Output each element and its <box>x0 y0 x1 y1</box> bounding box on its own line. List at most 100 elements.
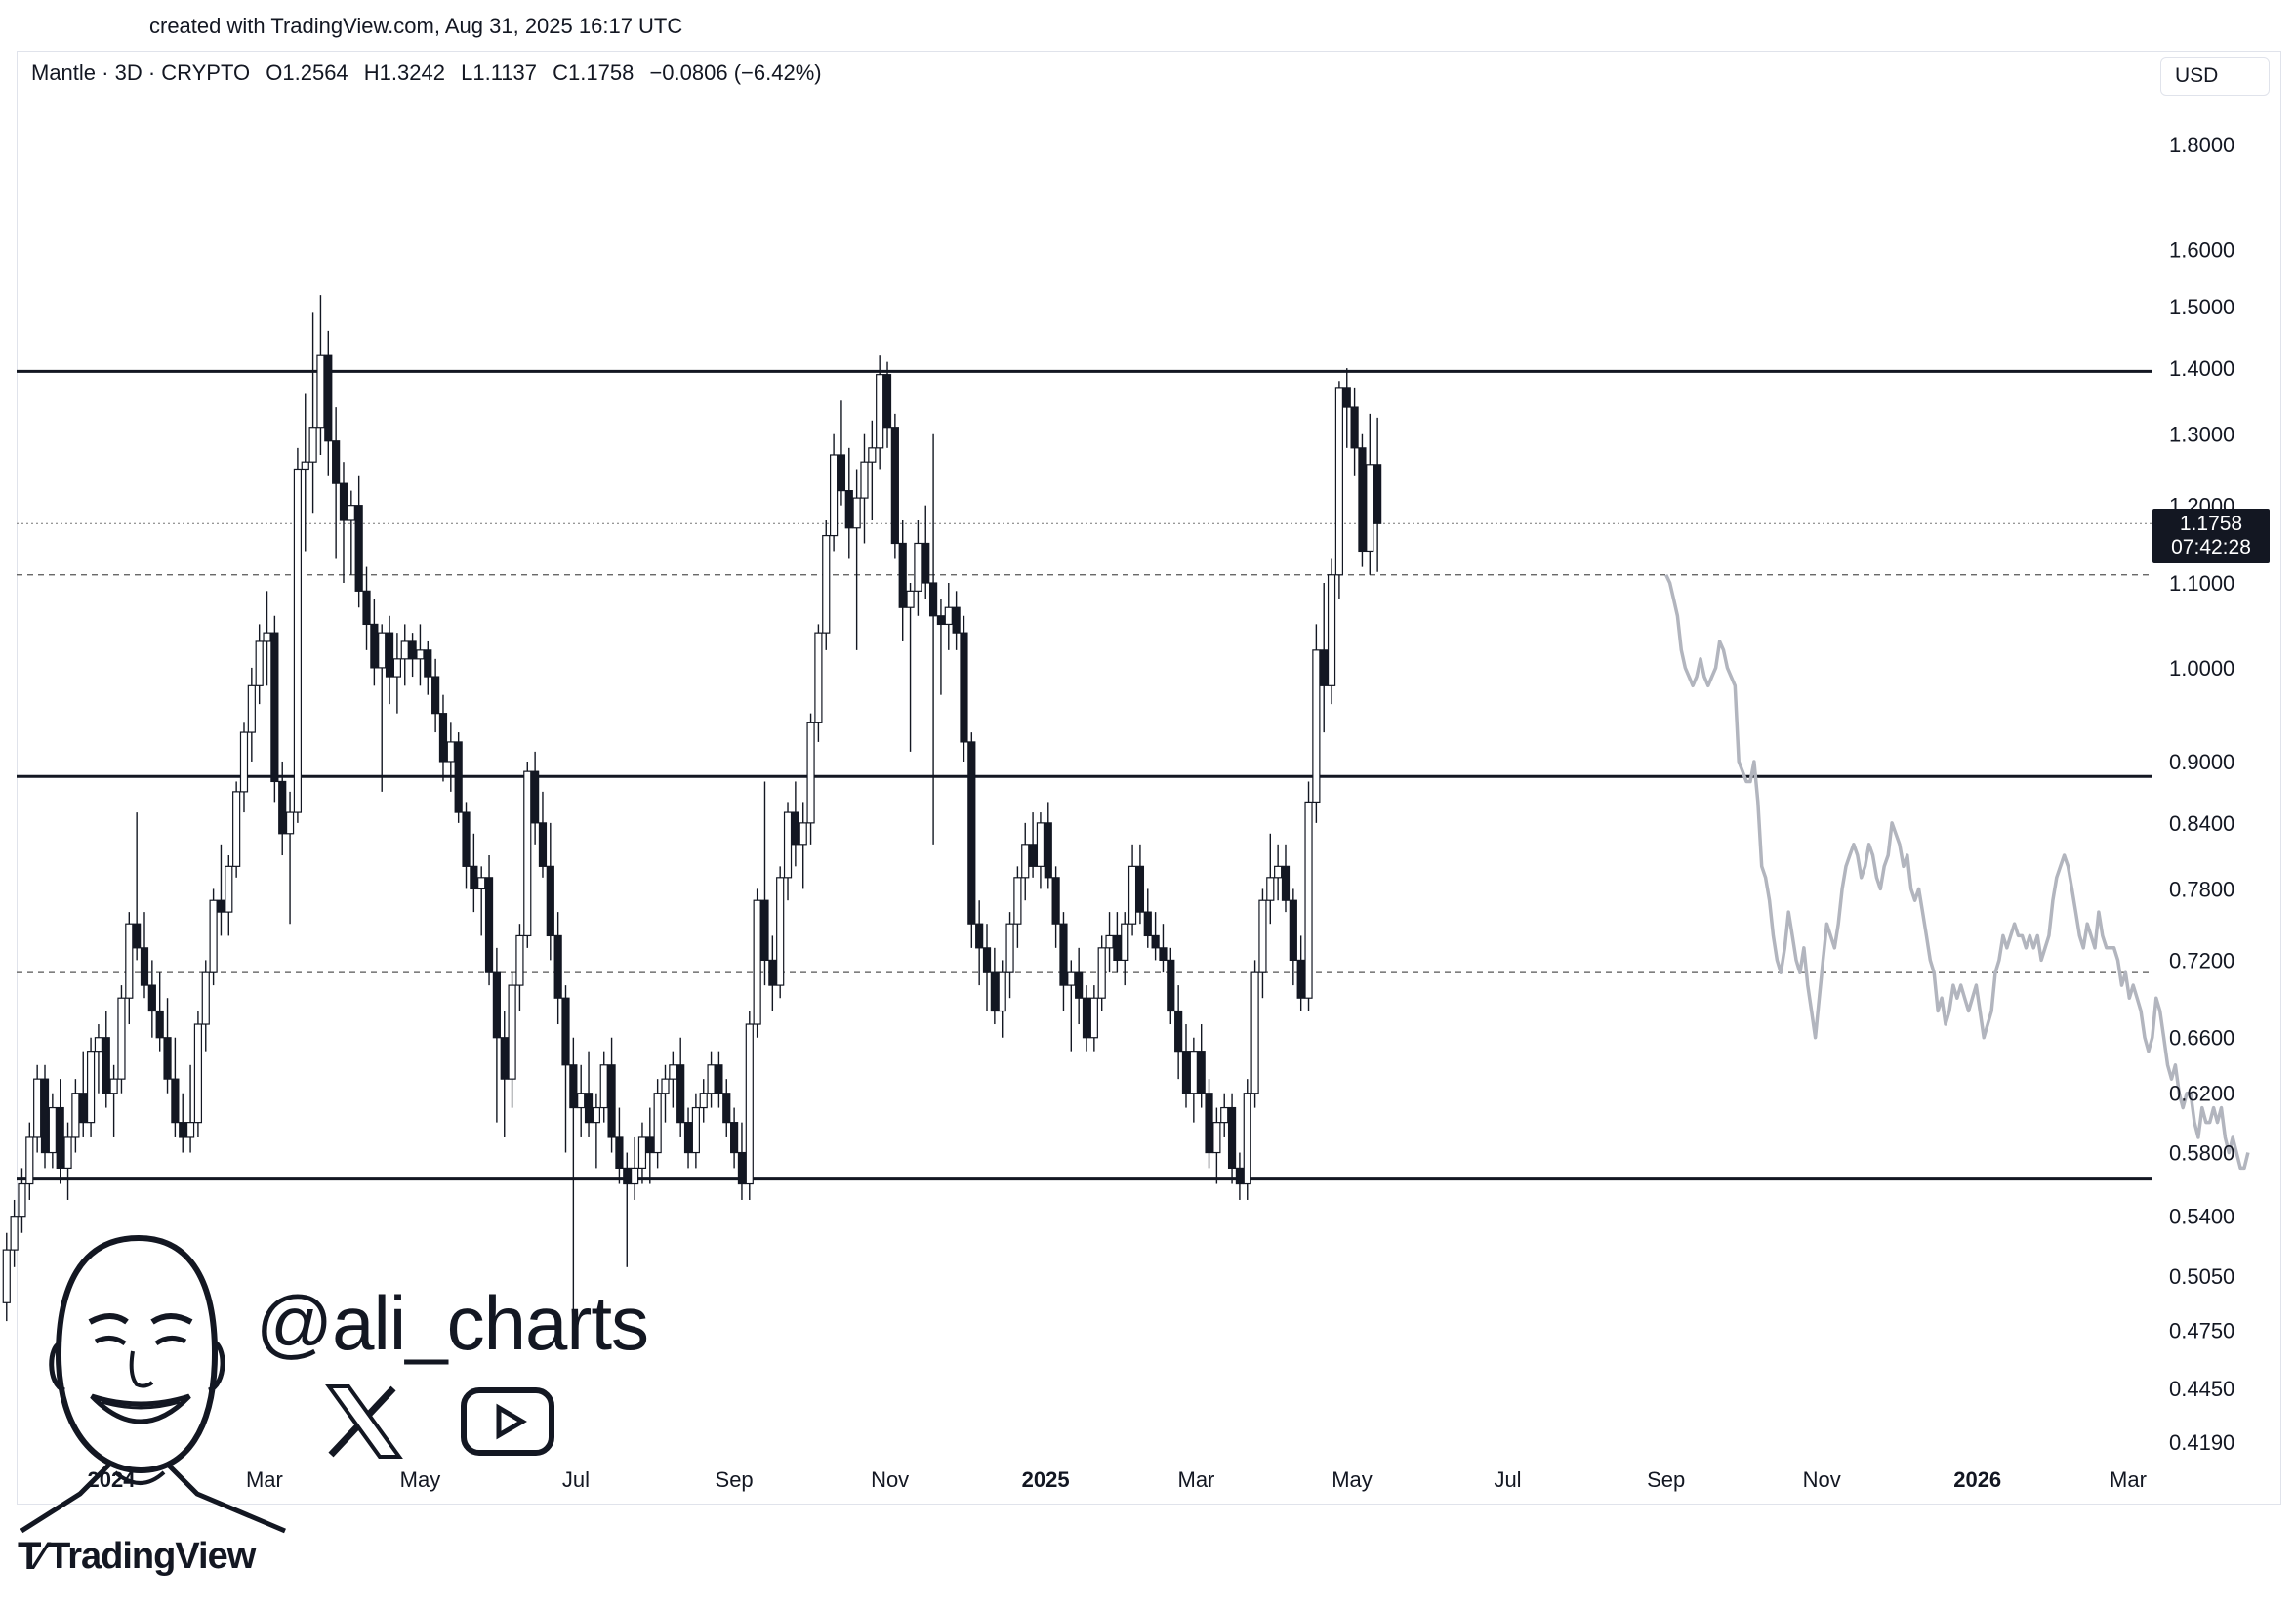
candle[interactable] <box>554 912 562 1025</box>
candle[interactable] <box>523 761 532 948</box>
candle[interactable] <box>776 866 785 999</box>
candle[interactable] <box>768 935 777 1011</box>
candle[interactable] <box>890 413 899 559</box>
candle[interactable] <box>1067 960 1076 1052</box>
candle[interactable] <box>868 420 877 520</box>
candle[interactable] <box>147 960 156 1038</box>
candle[interactable] <box>928 433 938 845</box>
candle[interactable] <box>1227 1093 1237 1184</box>
candle[interactable] <box>637 1122 647 1184</box>
candle[interactable] <box>1167 947 1175 1025</box>
candle[interactable] <box>484 855 494 986</box>
candle[interactable] <box>400 624 409 686</box>
candle[interactable] <box>844 447 853 559</box>
candle[interactable] <box>1197 1024 1206 1108</box>
candle[interactable] <box>378 624 387 792</box>
candle[interactable] <box>201 960 210 1052</box>
candle[interactable] <box>1113 912 1122 973</box>
candle[interactable] <box>1181 1024 1191 1108</box>
candle[interactable] <box>806 713 815 845</box>
candle[interactable] <box>193 1011 203 1137</box>
candle[interactable] <box>760 781 769 986</box>
candle[interactable] <box>730 1107 739 1169</box>
candle[interactable] <box>10 1199 19 1267</box>
candle[interactable] <box>1036 812 1046 889</box>
candle[interactable] <box>569 1037 578 1322</box>
candle[interactable] <box>301 393 309 552</box>
candle[interactable] <box>1289 888 1297 986</box>
candle[interactable] <box>1266 833 1275 925</box>
candle[interactable] <box>1334 381 1344 599</box>
candle[interactable] <box>209 888 218 986</box>
candle[interactable] <box>79 1051 88 1137</box>
candle[interactable] <box>56 1079 64 1184</box>
candle[interactable] <box>944 583 953 650</box>
candle[interactable] <box>669 1051 677 1108</box>
candle[interactable] <box>1121 912 1129 986</box>
candle[interactable] <box>822 519 831 650</box>
candle[interactable] <box>1366 413 1374 575</box>
candle[interactable] <box>814 624 823 742</box>
candle[interactable] <box>454 732 463 823</box>
candle[interactable] <box>470 833 478 913</box>
candle[interactable] <box>691 1093 700 1169</box>
candle[interactable] <box>293 447 303 823</box>
candle[interactable] <box>431 658 440 733</box>
candle[interactable] <box>217 844 226 936</box>
candle[interactable] <box>324 330 333 476</box>
candle[interactable] <box>1143 888 1152 948</box>
candle[interactable] <box>308 312 317 514</box>
candle[interactable] <box>133 812 142 961</box>
candle[interactable] <box>86 1037 96 1137</box>
candle[interactable] <box>722 1079 731 1137</box>
candle[interactable] <box>1220 1093 1229 1137</box>
candle[interactable] <box>1021 822 1030 901</box>
youtube-icon[interactable] <box>461 1387 554 1456</box>
candle[interactable] <box>1005 912 1014 999</box>
candle[interactable] <box>967 732 976 948</box>
candle[interactable] <box>477 866 486 936</box>
candle[interactable] <box>615 1107 624 1184</box>
candle[interactable] <box>607 1037 616 1153</box>
candle[interactable] <box>623 1152 632 1267</box>
candle[interactable] <box>446 722 455 792</box>
candle[interactable] <box>936 599 946 695</box>
candle[interactable] <box>584 1051 594 1137</box>
candle[interactable] <box>791 781 800 867</box>
candle[interactable] <box>370 599 379 686</box>
candle[interactable] <box>1128 844 1137 936</box>
candle[interactable] <box>1189 1037 1198 1123</box>
candle[interactable] <box>753 888 761 1038</box>
candle[interactable] <box>33 1064 42 1153</box>
candle[interactable] <box>645 1107 654 1184</box>
candle[interactable] <box>783 802 793 901</box>
candle[interactable] <box>1258 888 1267 999</box>
candle[interactable] <box>676 1037 685 1137</box>
candle[interactable] <box>424 640 432 695</box>
candle[interactable] <box>860 433 869 544</box>
candle[interactable] <box>1350 387 1359 476</box>
candle[interactable] <box>354 475 363 608</box>
candle[interactable] <box>71 1079 80 1153</box>
candle[interactable] <box>362 566 371 650</box>
candle[interactable] <box>48 1093 57 1169</box>
candle[interactable] <box>998 960 1006 1038</box>
candle[interactable] <box>1327 558 1336 705</box>
candle[interactable] <box>1320 583 1329 733</box>
candle[interactable] <box>263 591 271 686</box>
candle[interactable] <box>546 822 554 961</box>
candle[interactable] <box>1281 844 1291 913</box>
candle[interactable] <box>1374 417 1382 572</box>
currency-button[interactable]: USD <box>2160 57 2270 96</box>
candle[interactable] <box>577 1064 586 1137</box>
candle[interactable] <box>339 462 348 584</box>
candle[interactable] <box>799 802 807 889</box>
candle[interactable] <box>1205 1079 1213 1169</box>
candle[interactable] <box>737 1122 747 1200</box>
candle[interactable] <box>163 998 172 1094</box>
candle[interactable] <box>515 924 524 1011</box>
candle[interactable] <box>247 667 256 762</box>
candle[interactable] <box>1342 368 1351 448</box>
candle[interactable] <box>408 633 417 678</box>
